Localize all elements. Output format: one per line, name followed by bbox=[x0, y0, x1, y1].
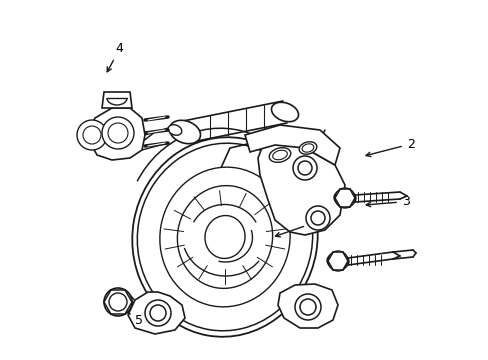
Ellipse shape bbox=[169, 120, 200, 144]
Circle shape bbox=[150, 305, 165, 321]
Ellipse shape bbox=[333, 190, 355, 206]
Circle shape bbox=[109, 293, 127, 311]
Polygon shape bbox=[258, 140, 345, 235]
Circle shape bbox=[77, 120, 107, 150]
Ellipse shape bbox=[177, 186, 272, 288]
Ellipse shape bbox=[269, 148, 290, 162]
Ellipse shape bbox=[302, 144, 313, 152]
Ellipse shape bbox=[271, 102, 298, 122]
Polygon shape bbox=[244, 125, 339, 165]
Ellipse shape bbox=[299, 142, 316, 154]
Circle shape bbox=[104, 288, 132, 316]
Ellipse shape bbox=[204, 216, 244, 258]
Text: 4: 4 bbox=[107, 42, 123, 72]
Circle shape bbox=[297, 161, 311, 175]
Polygon shape bbox=[90, 108, 145, 160]
Circle shape bbox=[83, 126, 101, 144]
Ellipse shape bbox=[168, 125, 182, 135]
Circle shape bbox=[327, 251, 347, 271]
Circle shape bbox=[305, 206, 329, 230]
Text: 2: 2 bbox=[366, 138, 414, 157]
Circle shape bbox=[334, 188, 354, 208]
Ellipse shape bbox=[326, 253, 348, 269]
Circle shape bbox=[310, 211, 325, 225]
Text: 1: 1 bbox=[275, 217, 316, 237]
Ellipse shape bbox=[272, 150, 287, 160]
Polygon shape bbox=[278, 284, 337, 328]
Text: 5: 5 bbox=[111, 301, 143, 327]
Circle shape bbox=[294, 294, 320, 320]
Polygon shape bbox=[220, 140, 267, 215]
Circle shape bbox=[299, 299, 315, 315]
Circle shape bbox=[108, 123, 128, 143]
Circle shape bbox=[102, 117, 134, 149]
Ellipse shape bbox=[132, 137, 317, 337]
Polygon shape bbox=[128, 292, 184, 334]
Ellipse shape bbox=[160, 167, 289, 307]
Polygon shape bbox=[102, 92, 132, 108]
Circle shape bbox=[292, 156, 316, 180]
Text: 3: 3 bbox=[366, 195, 409, 208]
Circle shape bbox=[145, 300, 171, 326]
